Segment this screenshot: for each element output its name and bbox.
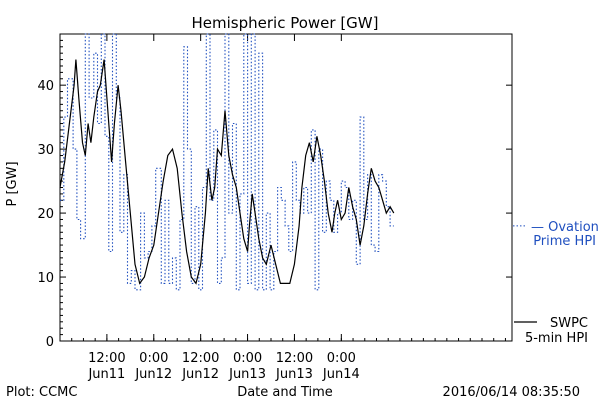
x-tick-date-label: Jun13: [228, 367, 266, 382]
x-tick-time-label: 0:00: [233, 351, 262, 366]
series-layer: [59, 33, 395, 291]
ovation-series-line: [60, 33, 394, 291]
x-tick-date-label: Jun12: [181, 367, 219, 382]
x-tick-date-label: Jun14: [322, 367, 360, 382]
chart-title: Hemispheric Power [GW]: [192, 14, 379, 32]
footer-plot-credit: Plot: CCMC: [6, 385, 77, 400]
swpc-legend-label-line2: 5-min HPI: [525, 331, 588, 346]
y-axis-ticks: 0 10 20 30 40: [37, 39, 512, 350]
y-tick-label: 10: [37, 271, 54, 286]
ovation-legend-label-line2: Prime HPI: [533, 234, 596, 249]
x-tick-time-label: 0:00: [327, 351, 356, 366]
swpc-legend-label-line1: SWPC: [550, 316, 588, 331]
footer-timestamp: 2016/06/14 08:35:50: [443, 385, 580, 400]
x-tick-time-label: 12:00: [182, 351, 219, 366]
y-axis-label: P [GW]: [5, 161, 20, 206]
ovation-legend-label-line1: — Ovation: [531, 220, 599, 235]
x-axis-label: Date and Time: [237, 385, 333, 400]
x-tick-time-label: 12:00: [276, 351, 313, 366]
y-tick-label: 0: [46, 335, 54, 350]
y-tick-label: 40: [37, 79, 54, 94]
x-tick-time-label: 12:00: [88, 351, 125, 366]
swpc-series-line: [59, 59, 395, 285]
x-tick-date-label: Jun13: [275, 367, 313, 382]
y-tick-label: 20: [37, 207, 54, 222]
x-axis-ticks: 12:00Jun110:00Jun1212:00Jun120:00Jun1312…: [71, 34, 506, 382]
x-tick-date-label: Jun12: [134, 367, 172, 382]
x-tick-time-label: 0:00: [139, 351, 168, 366]
y-tick-label: 30: [37, 143, 54, 158]
x-tick-date-label: Jun11: [87, 367, 125, 382]
